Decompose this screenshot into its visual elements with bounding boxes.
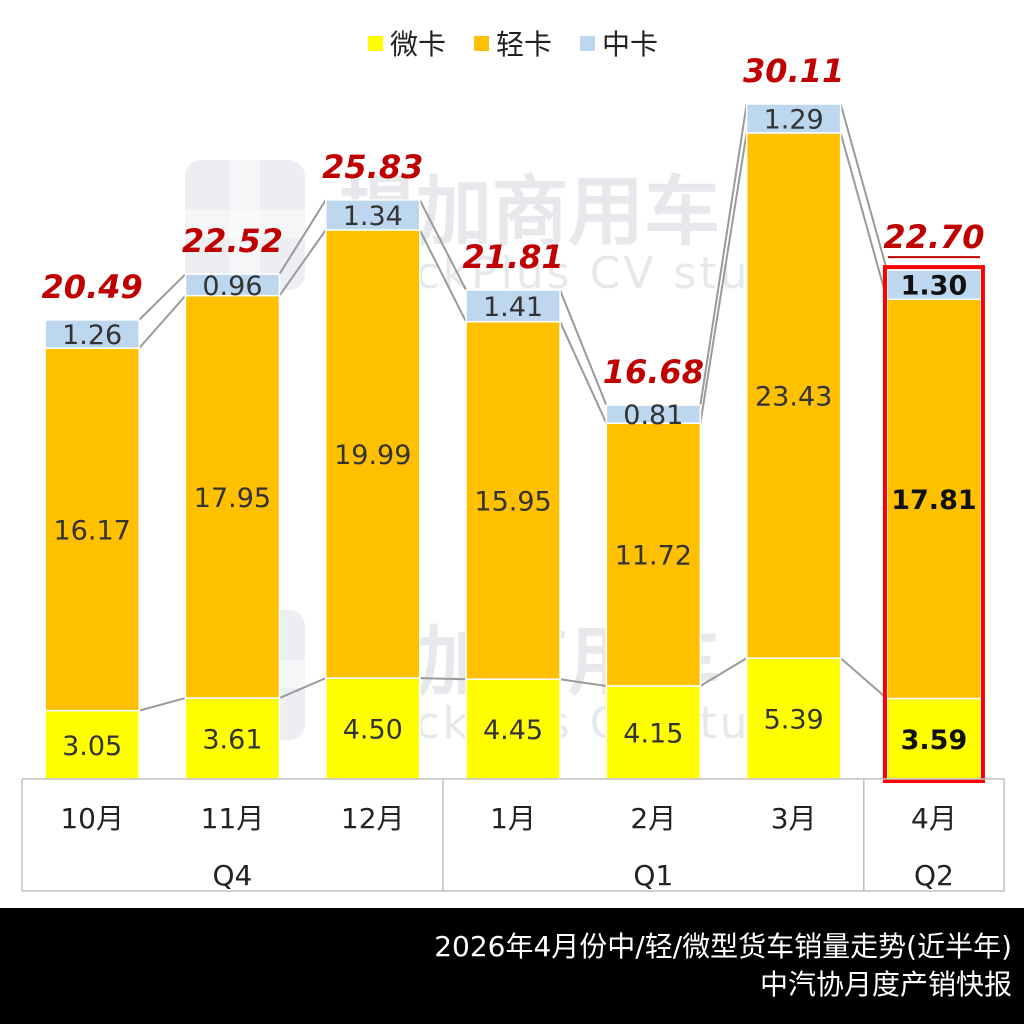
bar-segment <box>184 697 281 780</box>
segment-value-label: 1.30 <box>901 271 968 302</box>
bar-segment <box>605 422 702 687</box>
segment-value-label: 4.15 <box>623 718 683 749</box>
segment-value-label: 1.26 <box>62 320 122 351</box>
category-tick-label: 1月 <box>490 802 536 835</box>
legend-swatch-1 <box>368 36 383 51</box>
segment-value-label: 1.34 <box>343 201 403 232</box>
segment-value-label: 4.50 <box>343 715 403 746</box>
total-value-label: 20.49 <box>42 268 143 306</box>
segment-value-label: 4.45 <box>483 715 543 746</box>
segment-value-label: 17.81 <box>891 485 976 516</box>
bar-segment <box>465 678 561 780</box>
connector-line <box>278 199 327 275</box>
bar-segment <box>44 347 140 712</box>
connector-line <box>418 229 467 323</box>
bar-segment <box>184 294 281 699</box>
total-value-label: 21.81 <box>462 238 563 276</box>
connector-line <box>559 678 607 687</box>
footer-source: 中汽协月度产销快报 <box>759 968 1012 1001</box>
bar-segment <box>44 319 140 349</box>
footer-caption: 2026年4月份中/轻/微型货车销量走势(近半年) 中汽协月度产销快报 <box>0 908 1024 1024</box>
connector-line <box>559 321 608 424</box>
bar-segment <box>745 103 842 134</box>
footer-title: 2026年4月份中/轻/微型货车销量走势(近半年) <box>434 930 1012 963</box>
group-label: Q2 <box>914 859 954 892</box>
connector-line <box>418 199 467 291</box>
segment-value-label: 19.99 <box>334 440 411 471</box>
bar-segment <box>325 677 421 780</box>
connector-line <box>699 103 748 406</box>
segment-value-label: 0.96 <box>202 271 262 302</box>
bar-segment <box>44 709 140 780</box>
bar-segment <box>745 132 842 659</box>
segment-value-label: 15.95 <box>474 486 551 517</box>
legend-label-2: 轻卡 <box>496 28 552 61</box>
segment-value-label: 0.81 <box>623 400 683 431</box>
segment-value-label: 3.59 <box>901 725 968 756</box>
segment-value-label: 3.05 <box>62 731 122 762</box>
bar-segment <box>886 298 982 700</box>
segment-value-label: 23.43 <box>755 382 832 413</box>
category-tick-label: 4月 <box>911 802 957 835</box>
connector-line <box>699 132 748 424</box>
segment-value-label: 11.72 <box>615 541 692 572</box>
connector-line <box>279 677 327 699</box>
category-tick-label: 3月 <box>771 802 817 835</box>
segment-value-label: 1.29 <box>764 104 824 135</box>
bar-segment <box>886 697 982 780</box>
connector-line <box>839 132 888 300</box>
bar-segment <box>465 320 561 680</box>
connector-line <box>138 295 187 349</box>
connector-lines <box>138 103 888 712</box>
segment-value-label: 1.41 <box>483 292 543 323</box>
segment-value-label: 17.95 <box>194 483 271 514</box>
connector-line <box>138 697 186 712</box>
category-tick-label: 11月 <box>201 802 265 835</box>
total-value-label: 22.70 <box>883 218 984 256</box>
segment-value-label: 3.61 <box>202 725 262 756</box>
connector-line <box>839 657 888 700</box>
data-labels: 3.05 16.17 1.26 20.49 3.61 17.95 0.96 22.52 4.50… <box>42 52 985 783</box>
bar-segment <box>325 229 421 679</box>
group-label: Q1 <box>633 859 673 892</box>
total-value-label: 25.83 <box>322 148 423 186</box>
watermark-logo-upper <box>185 160 305 290</box>
segment-value-label: 16.17 <box>54 515 131 546</box>
category-tick-label: 10月 <box>60 802 124 835</box>
bar-segment <box>465 289 561 323</box>
connector-line <box>278 229 327 297</box>
legend-swatch-2 <box>474 36 489 51</box>
connector-line <box>699 657 748 687</box>
bars <box>44 103 982 780</box>
connector-line <box>839 103 888 271</box>
bar-segment <box>605 685 702 780</box>
bar-segment <box>325 199 421 231</box>
legend: 微卡 轻卡 中卡 <box>368 28 658 61</box>
legend-label-3: 中卡 <box>602 28 658 61</box>
bar-segment <box>184 273 281 297</box>
connector-line <box>559 289 608 406</box>
connector-line <box>138 273 187 321</box>
segment-value-label: 5.39 <box>764 705 824 736</box>
connector-line <box>419 677 467 681</box>
highlight-box <box>882 265 985 783</box>
group-label: Q4 <box>213 859 253 892</box>
category-tick-label: 2月 <box>630 802 676 835</box>
total-value-label: 16.68 <box>603 353 704 391</box>
total-value-label: 30.11 <box>743 52 844 90</box>
legend-swatch-3 <box>580 36 595 51</box>
total-value-label: 22.52 <box>182 222 283 260</box>
category-tick-label: 12月 <box>341 802 405 835</box>
legend-label-1: 微卡 <box>390 28 446 61</box>
bar-segment <box>605 404 702 424</box>
category-axis: 10月 11月 12月 1月 2月 3月 4月 Q4 Q1 Q2 <box>21 778 1005 892</box>
